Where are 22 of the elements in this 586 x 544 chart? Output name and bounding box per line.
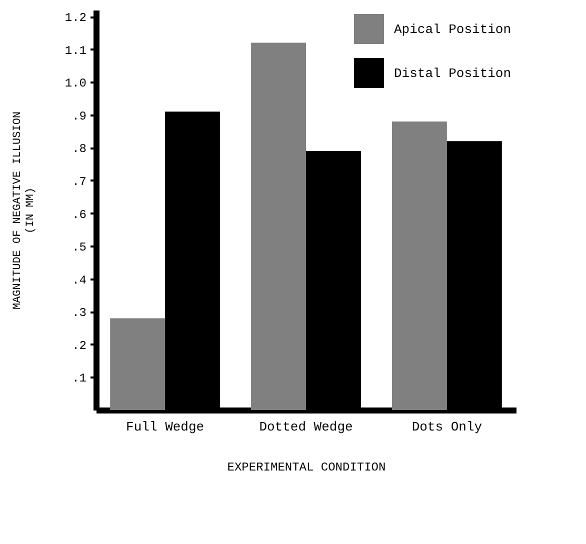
y-tick-label: .6 — [72, 208, 86, 222]
y-tick-label: 1.0 — [64, 76, 86, 91]
y-tick-label: .4 — [72, 273, 86, 288]
y-tick-label: .7 — [72, 174, 86, 189]
y-tick-label: .3 — [72, 306, 86, 320]
x-tick-label: Dots Only — [412, 420, 482, 434]
y-tick-label: .2 — [72, 338, 86, 353]
legend-label: Distal Position — [394, 66, 512, 81]
bar — [392, 121, 447, 410]
y-axis-title: MAGNITUDE OF NEGATIVE ILLUSION (IN MM) — [12, 111, 37, 310]
y-tick-label: 1.2 — [64, 11, 86, 26]
y-tick-label: 1.1 — [64, 44, 86, 58]
x-tick-label: Full Wedge — [126, 420, 204, 434]
bar — [251, 42, 306, 410]
x-tick-label: Dotted Wedge — [259, 420, 353, 434]
y-tick-label: .1 — [72, 372, 86, 386]
y-tick-label: .5 — [72, 240, 86, 255]
y-tick-label: .8 — [72, 142, 86, 156]
legend-label: Apical Position — [394, 22, 512, 37]
x-axis-title: EXPERIMENTAL CONDITION — [227, 460, 386, 474]
y-tick-label: .9 — [72, 109, 86, 124]
bar — [110, 318, 166, 410]
